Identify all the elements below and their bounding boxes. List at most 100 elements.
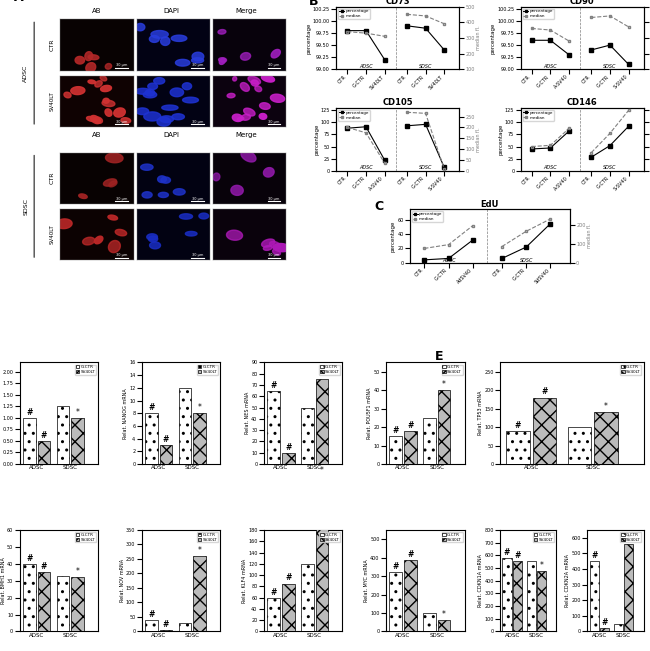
Text: CTR: CTR xyxy=(49,38,55,51)
Text: *: * xyxy=(540,561,543,570)
Legend: G-CTR, SV40LT: G-CTR, SV40LT xyxy=(620,532,642,542)
Text: *: * xyxy=(320,369,324,378)
Bar xyxy=(301,408,313,464)
Text: #: # xyxy=(285,574,291,583)
Legend: G-CTR, SV40LT: G-CTR, SV40LT xyxy=(75,532,96,542)
Text: #: # xyxy=(41,431,47,440)
Bar xyxy=(423,418,436,464)
Bar xyxy=(315,477,328,631)
Y-axis label: Relat. NES mRNA: Relat. NES mRNA xyxy=(245,392,250,434)
Legend: G-CTR, SV40LT: G-CTR, SV40LT xyxy=(198,532,218,542)
Text: *: * xyxy=(76,408,80,417)
Legend: percentage, median: percentage, median xyxy=(338,110,370,120)
Legend: G-CTR, SV40LT: G-CTR, SV40LT xyxy=(620,365,642,375)
Bar xyxy=(23,418,36,464)
Bar xyxy=(502,558,512,631)
Text: *: * xyxy=(604,402,608,411)
Text: #: # xyxy=(285,443,291,452)
Bar xyxy=(404,431,417,464)
Legend: G-CTR, SV40LT: G-CTR, SV40LT xyxy=(75,365,96,375)
Text: SDSC: SDSC xyxy=(519,258,533,262)
Bar xyxy=(267,391,280,464)
Text: *: * xyxy=(76,567,80,576)
Bar xyxy=(38,572,51,631)
Bar xyxy=(160,630,172,631)
Text: #: # xyxy=(407,421,413,430)
Text: *: * xyxy=(198,546,202,555)
Bar xyxy=(389,436,402,464)
Bar xyxy=(72,577,84,631)
Legend: G-CTR, SV40LT: G-CTR, SV40LT xyxy=(198,365,218,375)
Text: *: * xyxy=(198,403,202,412)
Text: #: # xyxy=(514,551,521,560)
Text: #: # xyxy=(26,408,32,417)
Text: #: # xyxy=(515,421,521,430)
Bar xyxy=(38,441,51,464)
Text: #: # xyxy=(393,562,399,572)
Bar xyxy=(145,620,158,631)
Text: Merge: Merge xyxy=(235,132,257,138)
Y-axis label: Relat. MYC mRNA: Relat. MYC mRNA xyxy=(364,559,369,602)
Text: E: E xyxy=(436,350,444,363)
Y-axis label: Relat. TP53 mRNA: Relat. TP53 mRNA xyxy=(478,391,483,436)
Y-axis label: Relat. CDKN1A mRNA: Relat. CDKN1A mRNA xyxy=(478,554,483,607)
Text: Merge: Merge xyxy=(235,8,257,14)
Bar xyxy=(533,398,556,464)
Text: SDSC: SDSC xyxy=(603,64,617,69)
Text: ADSC: ADSC xyxy=(23,64,29,82)
Text: ADSC: ADSC xyxy=(359,165,373,171)
Text: *: * xyxy=(442,380,446,389)
Text: ADSC: ADSC xyxy=(359,64,373,69)
Legend: percentage, median: percentage, median xyxy=(523,110,554,120)
Title: CD73: CD73 xyxy=(385,0,410,6)
Text: C: C xyxy=(374,200,384,213)
Text: SDSC: SDSC xyxy=(419,64,432,69)
Text: #: # xyxy=(41,562,47,571)
Title: CD90: CD90 xyxy=(569,0,594,6)
Bar xyxy=(506,431,530,464)
Text: SDSC: SDSC xyxy=(419,165,432,171)
Y-axis label: median fl.: median fl. xyxy=(476,127,481,152)
Y-axis label: Relat. NOV mRNA: Relat. NOV mRNA xyxy=(120,559,125,602)
Bar xyxy=(57,575,70,631)
Bar xyxy=(595,412,618,464)
Y-axis label: percentage: percentage xyxy=(491,22,496,53)
Text: #: # xyxy=(393,426,399,436)
Bar xyxy=(614,624,623,631)
Title: EdU: EdU xyxy=(480,200,499,208)
Bar xyxy=(590,561,599,631)
Bar xyxy=(282,452,294,464)
Text: ADSC: ADSC xyxy=(543,64,557,69)
Text: AB: AB xyxy=(92,132,102,138)
Text: ADSC: ADSC xyxy=(442,258,456,262)
Y-axis label: percentage: percentage xyxy=(499,124,504,155)
Bar xyxy=(600,628,609,631)
Bar xyxy=(267,598,280,631)
Legend: G-CTR, SV40LT: G-CTR, SV40LT xyxy=(533,532,554,542)
Bar xyxy=(194,413,206,464)
Text: #: # xyxy=(591,551,597,560)
Text: CTR: CTR xyxy=(49,172,55,184)
Legend: G-CTR, SV40LT: G-CTR, SV40LT xyxy=(319,532,341,542)
Bar xyxy=(423,613,436,631)
Legend: percentage, median: percentage, median xyxy=(338,8,370,19)
Bar xyxy=(57,406,70,464)
Bar xyxy=(437,620,450,631)
Text: #: # xyxy=(148,610,155,619)
Text: A: A xyxy=(14,0,23,4)
Text: #: # xyxy=(270,588,277,596)
Text: *: * xyxy=(627,534,630,543)
Y-axis label: Relat. POU5F1 mRNA: Relat. POU5F1 mRNA xyxy=(367,387,372,439)
Bar xyxy=(282,583,294,631)
Bar xyxy=(179,623,192,631)
Bar xyxy=(179,388,192,464)
Bar xyxy=(145,413,158,464)
Title: CD105: CD105 xyxy=(382,98,413,107)
Text: *: * xyxy=(442,611,446,619)
Bar xyxy=(526,561,536,631)
Text: ADSC: ADSC xyxy=(543,165,557,171)
Text: B: B xyxy=(309,0,318,8)
Legend: percentage, median: percentage, median xyxy=(412,212,443,222)
Y-axis label: percentage: percentage xyxy=(314,124,319,155)
Legend: G-CTR, SV40LT: G-CTR, SV40LT xyxy=(441,532,463,542)
